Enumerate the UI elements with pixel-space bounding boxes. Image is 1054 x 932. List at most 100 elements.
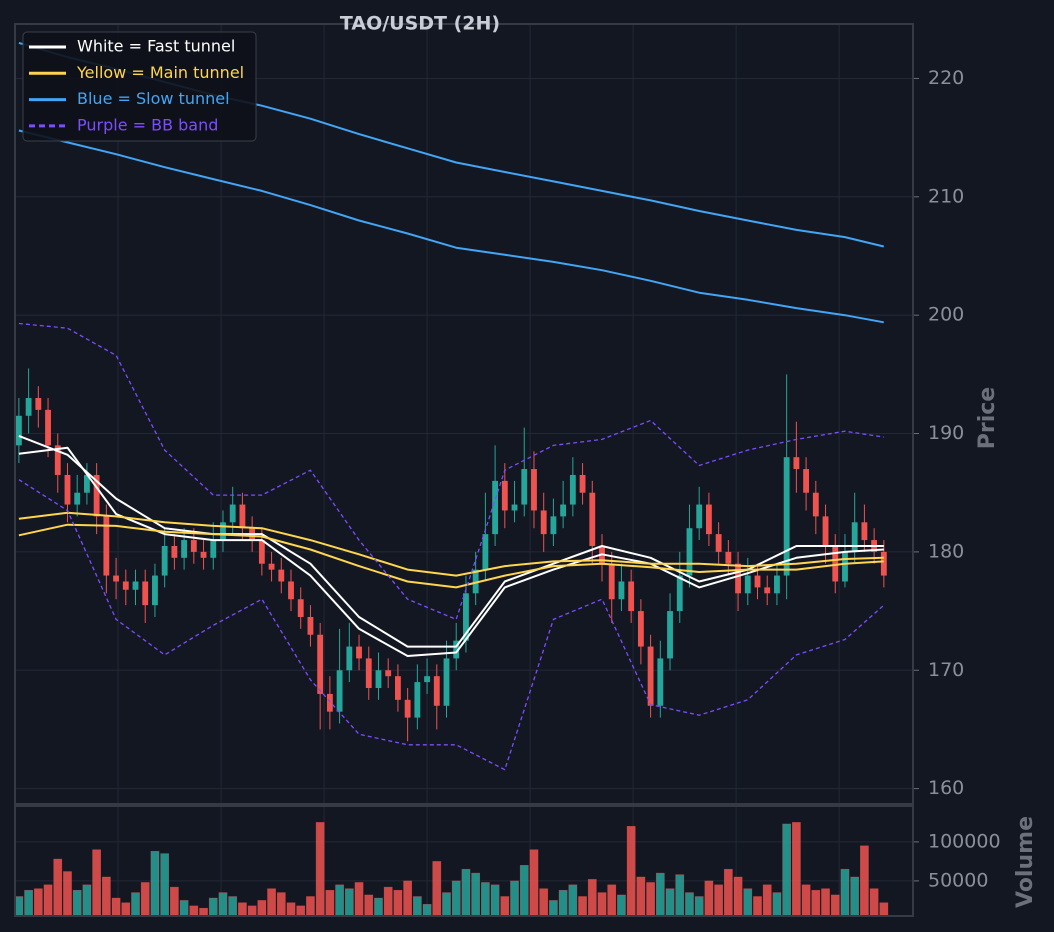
volume-bar — [160, 853, 170, 917]
volume-bar — [626, 825, 636, 917]
candle-body — [25, 398, 32, 416]
volume-bar — [461, 868, 471, 917]
volume-bar — [772, 892, 782, 917]
volume-bar — [286, 902, 296, 917]
volume-bar — [587, 879, 597, 917]
volume-bar — [306, 896, 315, 917]
volume-bar — [218, 892, 228, 917]
candle-body — [754, 575, 761, 588]
volume-bar — [850, 876, 860, 917]
volume-bar — [665, 888, 675, 917]
candle-body — [132, 581, 139, 590]
candle-body — [492, 480, 499, 535]
candle-body — [647, 646, 654, 706]
overlay-line — [18, 511, 884, 577]
candle-body — [181, 540, 188, 558]
candle-body — [812, 492, 819, 517]
candle-body — [531, 469, 537, 511]
volume-bar — [238, 902, 247, 917]
volume-bar — [490, 884, 500, 917]
overlay-line — [18, 446, 884, 657]
candle-body — [482, 534, 489, 570]
volume-bar — [830, 894, 840, 917]
candle-body — [453, 640, 460, 659]
volume-bar — [480, 882, 490, 917]
candle-body — [861, 522, 868, 541]
candle-body — [394, 676, 401, 700]
candle-body — [424, 676, 430, 683]
volume-bar — [14, 896, 24, 917]
volume-bar — [549, 900, 558, 917]
volume-bar — [451, 880, 461, 917]
candle-body — [326, 693, 333, 712]
volume-bar — [422, 903, 432, 917]
volume-bar — [63, 871, 72, 917]
candle-body — [618, 581, 625, 600]
volume-bar — [617, 894, 626, 917]
overlay-line — [18, 129, 884, 324]
candle-body — [239, 504, 246, 529]
candle-body — [171, 545, 178, 558]
overlay-line — [18, 523, 884, 589]
candle-body — [715, 534, 722, 552]
y-tick-label: 220 — [928, 67, 964, 89]
volume-bar — [636, 876, 646, 917]
volume-bar — [412, 896, 422, 917]
candle-body — [725, 551, 732, 564]
candle-body — [676, 575, 683, 612]
volume-bar — [801, 884, 811, 917]
candle-body — [501, 480, 508, 511]
volume-bar — [519, 864, 529, 917]
y-tick-label: 210 — [928, 185, 964, 207]
volume-bar — [296, 905, 306, 917]
candle-body — [560, 504, 567, 517]
volume-bar — [140, 882, 150, 917]
legend-label: Yellow = Main tunnel — [76, 63, 244, 82]
candle-body — [210, 540, 217, 558]
candle-body — [278, 569, 285, 582]
candle-body — [317, 634, 324, 694]
legend-box — [22, 31, 257, 142]
y-axis-title: Price — [975, 387, 1000, 449]
candle-body — [35, 398, 42, 410]
candle-body — [122, 581, 129, 590]
candle-body — [608, 563, 615, 600]
overlay-line — [18, 322, 884, 621]
candle-body — [569, 474, 576, 505]
volume-bar — [432, 861, 442, 917]
candle-body — [200, 551, 207, 558]
legend-label: Blue = Slow tunnel — [77, 89, 230, 108]
volume-bar — [655, 872, 665, 917]
volume-bar — [568, 884, 578, 917]
volume-bar — [179, 900, 189, 917]
candle-body — [832, 545, 839, 582]
volume-bar — [869, 888, 879, 917]
volume-bar — [403, 880, 413, 917]
volume-bar — [121, 902, 131, 917]
candle-body — [268, 563, 275, 570]
volume-bar — [733, 876, 743, 917]
candle-body — [229, 504, 236, 523]
volume-bar — [539, 888, 549, 917]
candle-body — [152, 575, 158, 606]
volume-bar — [383, 886, 393, 917]
candle-body — [822, 516, 829, 546]
candle-body — [686, 528, 693, 576]
candle-body — [774, 575, 780, 594]
volume-bar — [762, 884, 772, 917]
candle-body — [64, 474, 71, 505]
volume-bar — [208, 897, 218, 917]
volume-bar — [510, 880, 519, 917]
candle-body — [637, 611, 644, 647]
volume-bar — [276, 892, 286, 917]
candle-body — [472, 569, 479, 594]
volume-panel-frame — [14, 805, 914, 917]
volume-bar — [694, 896, 704, 917]
candle-body — [74, 492, 81, 505]
candle-body — [579, 474, 586, 493]
candle-body — [433, 676, 440, 706]
volume-bar — [500, 896, 510, 917]
candle-body — [103, 516, 110, 576]
volume-bar — [92, 849, 102, 917]
volume-bar — [597, 892, 607, 917]
